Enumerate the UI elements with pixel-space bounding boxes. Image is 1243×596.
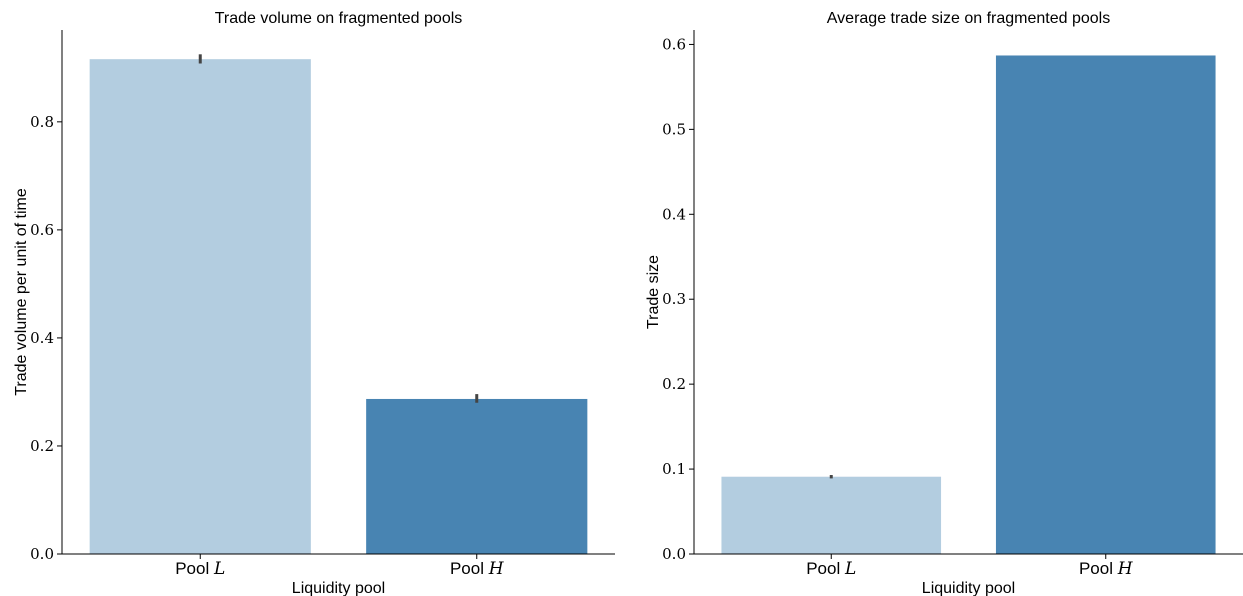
y-tick-label: 0.5	[662, 120, 686, 138]
bar-l	[721, 476, 942, 554]
y-tick-label: 0.8	[30, 113, 54, 131]
x-tick-label-l: Pool L	[806, 559, 856, 579]
y-tick-label: 0.2	[662, 375, 686, 393]
x-tick-label-h: Pool H	[450, 559, 505, 579]
y-tick-label: 0.6	[30, 221, 54, 239]
y-tick-label: 0.3	[662, 290, 686, 308]
chart-title: Trade volume on fragmented pools	[215, 10, 463, 27]
chart-2: Average trade size on fragmented pools Po…	[645, 10, 1243, 596]
chart-1: Trade volume on fragmented pools Pool L Po…	[13, 10, 615, 596]
y-axis-label: Trade volume per unit of time	[13, 188, 30, 396]
y-tick-label: 0.0	[30, 545, 54, 563]
bar-l	[89, 59, 311, 554]
y-tick-label: 0.4	[662, 205, 686, 223]
x-tick-label-l: Pool L	[175, 559, 225, 579]
y-tick-label: 0.6	[662, 35, 686, 53]
y-axis-label: Trade size	[645, 255, 662, 329]
y-tick-label: 0.1	[662, 460, 686, 478]
y-tick-label: 0.2	[30, 437, 54, 455]
x-axis-label: Liquidity pool	[292, 580, 385, 596]
x-tick-label-h: Pool H	[1079, 559, 1134, 579]
bar-h	[995, 55, 1216, 554]
chart-title: Average trade size on fragmented pools	[827, 10, 1110, 27]
y-tick-label: 0.4	[30, 329, 54, 347]
bar-h	[366, 398, 588, 554]
x-axis-label: Liquidity pool	[922, 580, 1015, 596]
y-tick-label: 0.0	[662, 545, 686, 563]
